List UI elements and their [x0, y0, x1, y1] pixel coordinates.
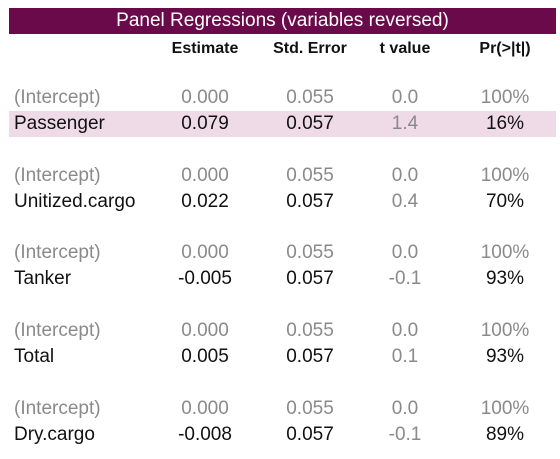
- t-value-cell: 0.0: [391, 165, 419, 186]
- estimate-cell: 0.000: [181, 242, 229, 263]
- t-value-cell: 1.4: [391, 113, 419, 134]
- std-error-cell: 0.055: [286, 242, 334, 263]
- t-value-cell: 0.0: [391, 320, 419, 341]
- p-value-cell: 100%: [480, 398, 530, 419]
- std-error-cell: 0.057: [286, 268, 334, 289]
- estimate-cell: -0.008: [178, 424, 232, 445]
- table-row-total: Total 0.005 0.057 0.1 93%: [0, 344, 560, 370]
- estimate-cell: 0.005: [181, 346, 229, 367]
- row-label: Tanker: [14, 268, 72, 289]
- t-value-cell: 0.0: [391, 242, 419, 263]
- column-header-row: Estimate Std. Error t value Pr(>|t|): [0, 38, 560, 60]
- t-value-cell: -0.1: [388, 424, 422, 445]
- table-row-intercept: (Intercept) 0.000 0.055 0.0 100%: [0, 240, 560, 266]
- table-row-passenger: Passenger 0.079 0.057 1.4 16%: [0, 111, 560, 137]
- table-row-intercept: (Intercept) 0.000 0.055 0.0 100%: [0, 396, 560, 422]
- p-value-cell: 93%: [485, 346, 525, 367]
- std-error-cell: 0.057: [286, 191, 334, 212]
- row-label: Total: [14, 346, 55, 367]
- table-row-intercept: (Intercept) 0.000 0.055 0.0 100%: [0, 318, 560, 344]
- row-label: Dry.cargo: [14, 424, 95, 445]
- std-error-cell: 0.055: [286, 320, 334, 341]
- p-value-cell: 89%: [485, 424, 525, 445]
- estimate-cell: 0.079: [181, 113, 229, 134]
- p-value-cell: 100%: [480, 87, 530, 108]
- table-row-intercept: (Intercept) 0.000 0.055 0.0 100%: [0, 163, 560, 189]
- table-row-dry-cargo: Dry.cargo -0.008 0.057 -0.1 89%: [0, 422, 560, 448]
- std-error-cell: 0.055: [286, 87, 334, 108]
- p-value-cell: 70%: [485, 191, 525, 212]
- row-label: (Intercept): [14, 242, 101, 263]
- row-label: (Intercept): [14, 320, 101, 341]
- p-value-cell: 100%: [480, 242, 530, 263]
- estimate-cell: 0.000: [181, 87, 229, 108]
- row-label: (Intercept): [14, 398, 101, 419]
- t-value-cell: 0.0: [391, 87, 419, 108]
- row-highlight: [9, 111, 556, 137]
- row-label: Passenger: [14, 113, 105, 134]
- t-value-cell: 0.1: [391, 346, 419, 367]
- t-value-cell: 0.4: [391, 191, 419, 212]
- table-title: Panel Regressions (variables reversed): [9, 8, 556, 34]
- row-label: (Intercept): [14, 165, 101, 186]
- column-header-t-value: t value: [379, 40, 431, 57]
- std-error-cell: 0.055: [286, 398, 334, 419]
- row-label: (Intercept): [14, 87, 101, 108]
- std-error-cell: 0.055: [286, 165, 334, 186]
- estimate-cell: -0.005: [178, 268, 232, 289]
- estimate-cell: 0.000: [181, 398, 229, 419]
- p-value-cell: 100%: [480, 320, 530, 341]
- std-error-cell: 0.057: [286, 113, 334, 134]
- p-value-cell: 100%: [480, 165, 530, 186]
- table-row-tanker: Tanker -0.005 0.057 -0.1 93%: [0, 266, 560, 292]
- t-value-cell: -0.1: [388, 268, 422, 289]
- row-label: Unitized.cargo: [14, 191, 136, 212]
- table-row-unitized-cargo: Unitized.cargo 0.022 0.057 0.4 70%: [0, 189, 560, 215]
- estimate-cell: 0.000: [181, 165, 229, 186]
- column-header-estimate: Estimate: [171, 40, 239, 57]
- std-error-cell: 0.057: [286, 424, 334, 445]
- p-value-cell: 93%: [485, 268, 525, 289]
- p-value-cell: 16%: [485, 113, 525, 134]
- estimate-cell: 0.022: [181, 191, 229, 212]
- table-row-intercept: (Intercept) 0.000 0.055 0.0 100%: [0, 85, 560, 111]
- column-header-std-error: Std. Error: [273, 40, 347, 57]
- column-header-p-value: Pr(>|t|): [479, 40, 531, 57]
- std-error-cell: 0.057: [286, 346, 334, 367]
- t-value-cell: 0.0: [391, 398, 419, 419]
- estimate-cell: 0.000: [181, 320, 229, 341]
